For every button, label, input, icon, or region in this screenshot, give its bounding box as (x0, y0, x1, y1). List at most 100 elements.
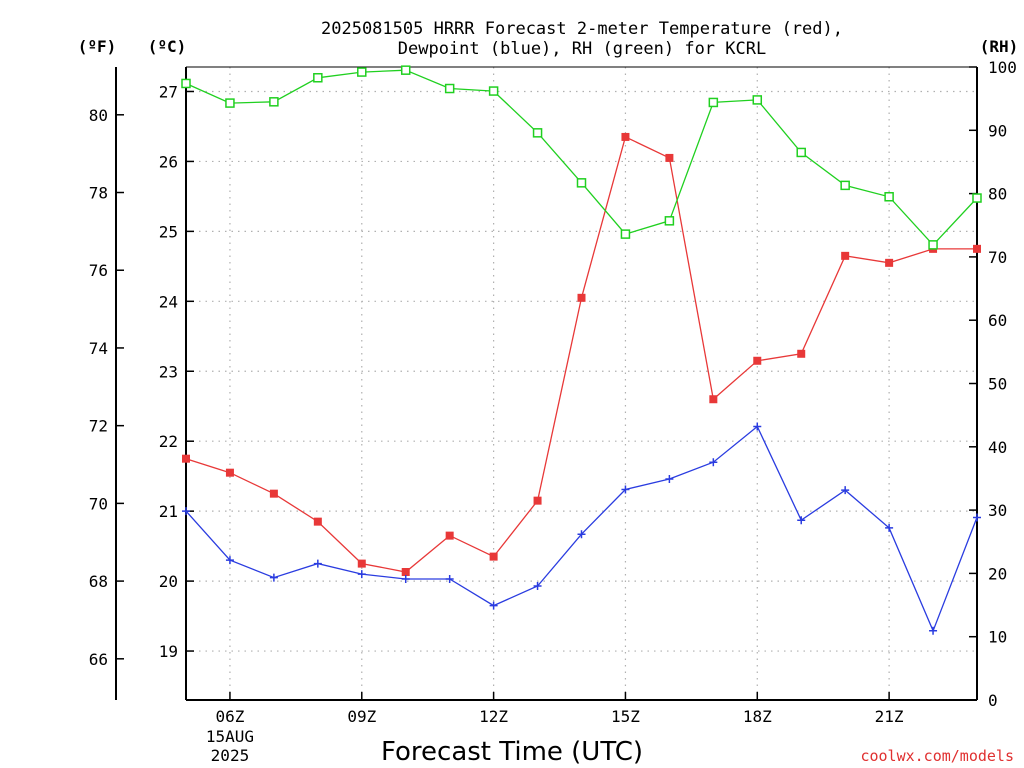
fahrenheit-tick-label: 70 (89, 494, 108, 513)
temperature-point (489, 552, 498, 561)
dewpoint-point (929, 626, 938, 635)
rh-tick-label: 80 (988, 185, 1007, 204)
rh-point (928, 240, 938, 250)
temperature-point (269, 489, 278, 498)
grid-lines (186, 67, 977, 700)
temperature-point (225, 468, 234, 477)
dewpoint-point (665, 474, 674, 483)
credit-label: coolwx.com/models (860, 747, 1014, 765)
temperature-point (313, 517, 322, 526)
rh-tick-label: 90 (988, 121, 1007, 140)
rh-tick-label: 40 (988, 438, 1007, 457)
dewpoint-point (797, 516, 806, 525)
rh-tick-label: 60 (988, 311, 1007, 330)
fahrenheit-tick-label: 76 (89, 261, 108, 280)
temperature-point (445, 531, 454, 540)
celsius-tick-label: 26 (159, 152, 178, 171)
dewpoint-point (533, 581, 542, 590)
dewpoint-point (225, 556, 234, 565)
rh-tick-label: 10 (988, 628, 1007, 647)
rh-point (576, 178, 587, 188)
rh-point (400, 65, 411, 75)
celsius-unit-label: (ºC) (148, 37, 187, 56)
x-date-label: 15AUG (206, 727, 254, 746)
celsius-tick-label: 27 (159, 82, 178, 101)
axes: 19 20 21 22 23 24 25 26 27 66 68 70 72 74 76 78 80 0 10 20 3… (89, 58, 1017, 765)
x-tick-label: 15Z (611, 707, 640, 726)
dewpoint-point (841, 486, 850, 495)
x-tick-label: 09Z (347, 707, 376, 726)
rh-tick-label: 30 (988, 501, 1007, 520)
temperature-point (401, 568, 410, 577)
celsius-tick-label: 19 (159, 642, 178, 661)
dewpoint-point (753, 422, 762, 431)
chart-title-line-1: 2025081505 HRRR Forecast 2-meter Tempera… (321, 19, 843, 39)
rh-point (796, 147, 806, 158)
fahrenheit-tick-label: 68 (89, 572, 108, 591)
celsius-tick-label: 25 (159, 222, 178, 241)
series-line-0 (185, 135, 977, 573)
rh-tick-label: 50 (988, 375, 1007, 394)
celsius-tick-label: 24 (159, 292, 178, 311)
fahrenheit-tick-label: 74 (89, 339, 108, 358)
dewpoint-point (313, 559, 322, 568)
fahrenheit-tick-label: 72 (89, 417, 108, 436)
rh-point (708, 97, 719, 108)
temperature-point (357, 559, 366, 568)
temperature-point (709, 395, 718, 404)
temperature-point (577, 293, 586, 302)
rh-tick-label: 100 (988, 58, 1017, 77)
temperature-point (533, 496, 542, 505)
rh-point (488, 86, 499, 96)
series (181, 65, 982, 635)
rh-point (972, 193, 982, 203)
dewpoint-point (182, 507, 190, 516)
rh-point (444, 83, 455, 94)
temperature-point (665, 153, 674, 162)
dewpoint-point (269, 573, 278, 582)
chart-title-line-2: Dewpoint (blue), RH (green) for KCRL (398, 39, 766, 59)
x-tick-label: 18Z (743, 707, 772, 726)
temperature-point (621, 132, 630, 141)
temperature-point (182, 454, 190, 463)
dewpoint-point (709, 458, 718, 467)
series-line-2 (185, 69, 978, 246)
celsius-tick-label: 23 (159, 362, 178, 381)
rh-point (620, 229, 631, 239)
dewpoint-point (489, 601, 498, 610)
dewpoint-point (357, 570, 366, 579)
dewpoint-point (577, 530, 586, 539)
temperature-point (973, 244, 981, 253)
dewpoint-point (445, 574, 454, 583)
rh-point (313, 73, 323, 83)
celsius-tick-label: 20 (159, 572, 178, 591)
rh-point (225, 98, 235, 108)
series-line-1 (185, 425, 978, 633)
celsius-tick-label: 21 (159, 502, 178, 521)
rh-point (664, 216, 675, 226)
x-tick-label: 21Z (875, 707, 904, 726)
temperature-point (885, 258, 894, 267)
rh-unit-label: (RH) (980, 37, 1019, 56)
temperature-point (841, 251, 850, 260)
fahrenheit-tick-label: 80 (89, 106, 108, 125)
fahrenheit-tick-label: 78 (89, 184, 108, 203)
dewpoint-point (401, 574, 410, 583)
rh-point (884, 192, 894, 202)
rh-tick-label: 70 (988, 248, 1007, 267)
celsius-tick-label: 22 (159, 432, 178, 451)
rh-point (840, 180, 850, 191)
rh-point (357, 67, 367, 77)
dewpoint-point (885, 523, 894, 532)
rh-point (532, 128, 543, 138)
rh-tick-label: 0 (988, 691, 998, 710)
x-year-label: 2025 (211, 746, 250, 765)
dewpoint-point (973, 513, 981, 522)
dewpoint-point (621, 485, 630, 494)
fahrenheit-unit-label: (ºF) (78, 37, 117, 56)
rh-point (269, 97, 279, 107)
rh-point (752, 95, 763, 105)
temperature-point (797, 349, 806, 358)
x-axis-title: Forecast Time (UTC) (381, 737, 643, 767)
